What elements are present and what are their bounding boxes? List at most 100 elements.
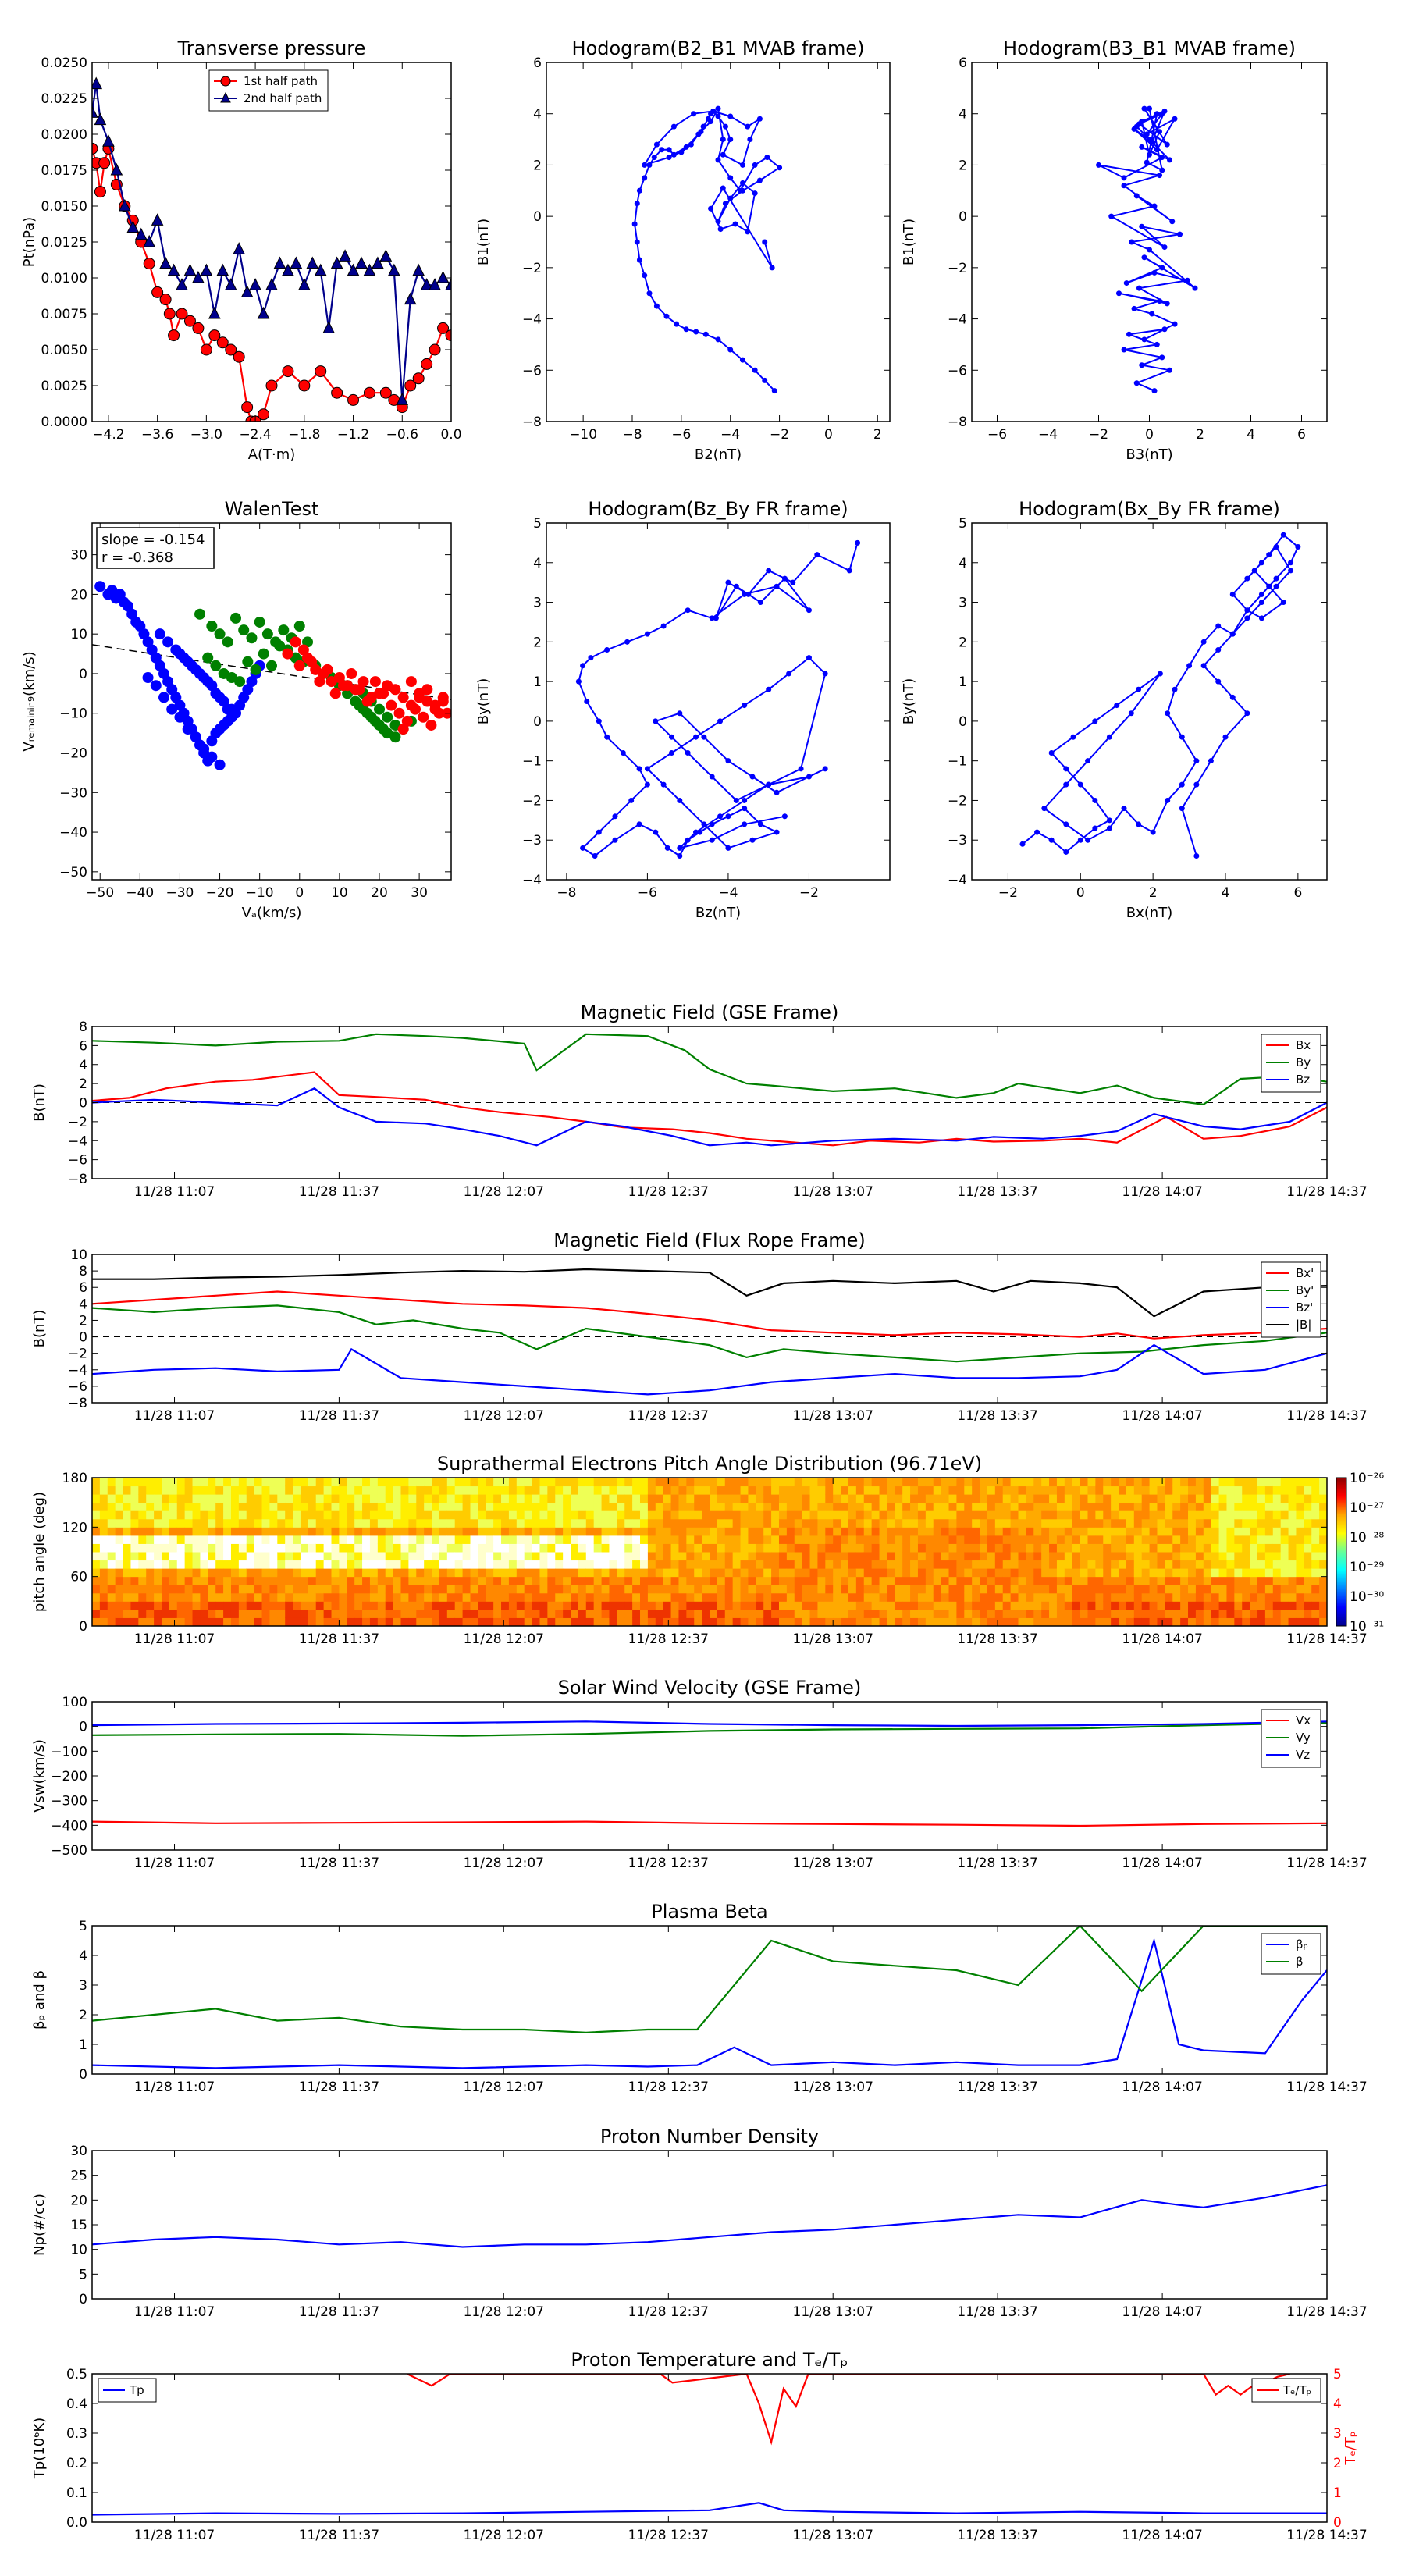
heatmap-cell (1257, 1518, 1266, 1528)
chart-title: WalenTest (225, 498, 319, 520)
heatmap-cell (686, 1585, 695, 1594)
heatmap-cell (809, 1502, 818, 1511)
heatmap-cell (748, 1585, 756, 1594)
heatmap-cell (1288, 1478, 1297, 1487)
data-point (206, 751, 218, 763)
heatmap-cell (717, 1552, 726, 1561)
heatmap-cell (347, 1592, 355, 1602)
series-0 (575, 539, 861, 859)
heatmap-cell (871, 1585, 880, 1594)
heatmap-cell (710, 1592, 718, 1602)
heatmap-cell (802, 1535, 811, 1544)
heatmap-cell (446, 1576, 456, 1585)
heatmap-cell (917, 1560, 927, 1569)
heatmap-cell (1180, 1478, 1189, 1487)
plot-frame (91, 2373, 1328, 2523)
data-point (192, 322, 205, 334)
heatmap-cell (261, 1535, 270, 1544)
heatmap-cell (377, 1535, 386, 1544)
heatmap-cell (609, 1535, 617, 1544)
data-point (752, 190, 758, 197)
x-tick-label: −40 (126, 885, 154, 901)
heatmap-cell (1002, 1485, 1012, 1495)
heatmap-cell (1319, 1617, 1328, 1627)
data-point (666, 147, 672, 153)
heatmap-cell (508, 1510, 518, 1520)
heatmap-cell (778, 1527, 788, 1536)
heatmap-cell (895, 1518, 903, 1528)
data-point (1229, 591, 1236, 597)
x-tick-label: 11/28 11:07 (134, 1631, 215, 1647)
heatmap-cell (825, 1585, 834, 1594)
heatmap-cell (246, 1543, 255, 1553)
x-tick-label: 4 (1222, 885, 1230, 901)
x-tick-label: −1.8 (288, 427, 320, 443)
heatmap-cell (1195, 1535, 1204, 1544)
heatmap-cell (1126, 1485, 1135, 1495)
heatmap-cell (269, 1527, 278, 1536)
heatmap-cell (933, 1518, 942, 1528)
heatmap-cell (424, 1617, 432, 1627)
heatmap-cell (184, 1585, 194, 1594)
heatmap-cell (1272, 1494, 1282, 1503)
heatmap-cell (493, 1585, 502, 1594)
heatmap-cell (563, 1601, 571, 1610)
heatmap-cell (1041, 1617, 1050, 1627)
data-point (683, 144, 689, 150)
heatmap-cell (879, 1592, 887, 1602)
heatmap-cell (763, 1502, 772, 1511)
heatmap-cell (941, 1518, 950, 1528)
heatmap-cell (416, 1568, 425, 1578)
series-|B| (92, 1268, 1327, 1318)
heatmap-cell (902, 1617, 911, 1627)
heatmap-cell (1041, 1502, 1050, 1511)
heatmap-cell (778, 1568, 788, 1578)
heatmap-cell (1157, 1502, 1165, 1511)
y-tick-label: 4 (79, 1058, 87, 1073)
heatmap-cell (377, 1543, 386, 1553)
heatmap-cell (841, 1560, 849, 1569)
heatmap-cell (972, 1494, 980, 1503)
heatmap-cell (732, 1576, 742, 1585)
heatmap-cell (624, 1543, 633, 1553)
heatmap-cell (300, 1552, 309, 1561)
heatmap-cell (1218, 1560, 1227, 1569)
heatmap-cell (910, 1502, 919, 1511)
heatmap-cell (910, 1552, 919, 1561)
heatmap-cell (933, 1510, 942, 1520)
x-tick-label: 11/28 12:07 (464, 2528, 544, 2543)
heatmap-cell (1002, 1601, 1012, 1610)
heatmap-cell (439, 1560, 448, 1569)
heatmap-cell (331, 1568, 340, 1578)
heatmap-cell (400, 1560, 409, 1569)
heatmap-cell (261, 1485, 270, 1495)
heatmap-cell (972, 1485, 980, 1495)
heatmap-cell (130, 1552, 139, 1561)
heatmap-cell (1056, 1518, 1065, 1528)
heatmap-cell (215, 1617, 224, 1627)
heatmap-cell (408, 1478, 417, 1487)
data-point (580, 663, 586, 669)
heatmap-cell (1226, 1568, 1235, 1578)
heatmap-cell (640, 1494, 649, 1503)
heatmap-cell (1296, 1568, 1304, 1578)
heatmap-cell (1211, 1568, 1220, 1578)
data-point (338, 680, 349, 692)
heatmap-cell (508, 1585, 518, 1594)
heatmap-cell (1296, 1510, 1304, 1520)
heatmap-cell (1180, 1494, 1189, 1503)
heatmap-cell (841, 1543, 849, 1553)
x-tick-label: −20 (206, 885, 234, 901)
heatmap-cell (1026, 1518, 1034, 1528)
heatmap-cell (748, 1552, 756, 1561)
heatmap-cell (238, 1485, 247, 1495)
heatmap-cell (555, 1552, 564, 1561)
data-point (1172, 321, 1178, 327)
heatmap-cell (123, 1543, 131, 1553)
data-point (240, 285, 254, 297)
heatmap-cell (710, 1543, 718, 1553)
heatmap-cell (1064, 1535, 1073, 1544)
heatmap-cell (972, 1592, 980, 1602)
heatmap-cell (99, 1494, 108, 1503)
heatmap-cell (1095, 1527, 1104, 1536)
